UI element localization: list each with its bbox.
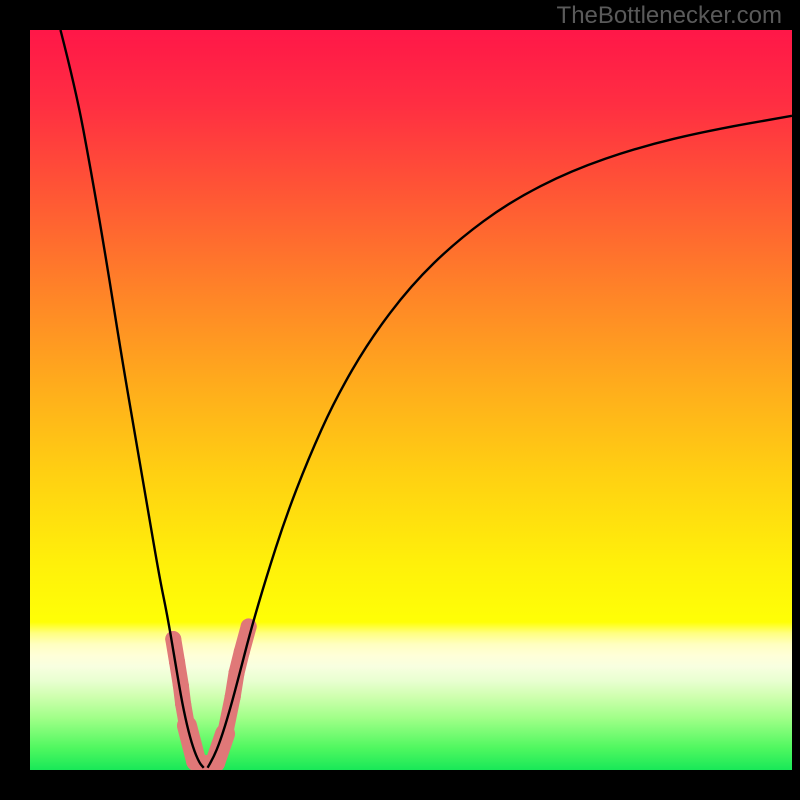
plot-area xyxy=(30,30,792,770)
data-markers xyxy=(165,618,256,770)
frame-border-right xyxy=(792,0,800,800)
frame-border-bottom xyxy=(0,770,800,800)
right-curve xyxy=(208,116,792,768)
curves-layer xyxy=(30,30,792,770)
bottleneck-chart: TheBottlenecker.com xyxy=(0,0,800,800)
watermark-text: TheBottlenecker.com xyxy=(557,2,782,30)
frame-border-left xyxy=(0,0,30,800)
